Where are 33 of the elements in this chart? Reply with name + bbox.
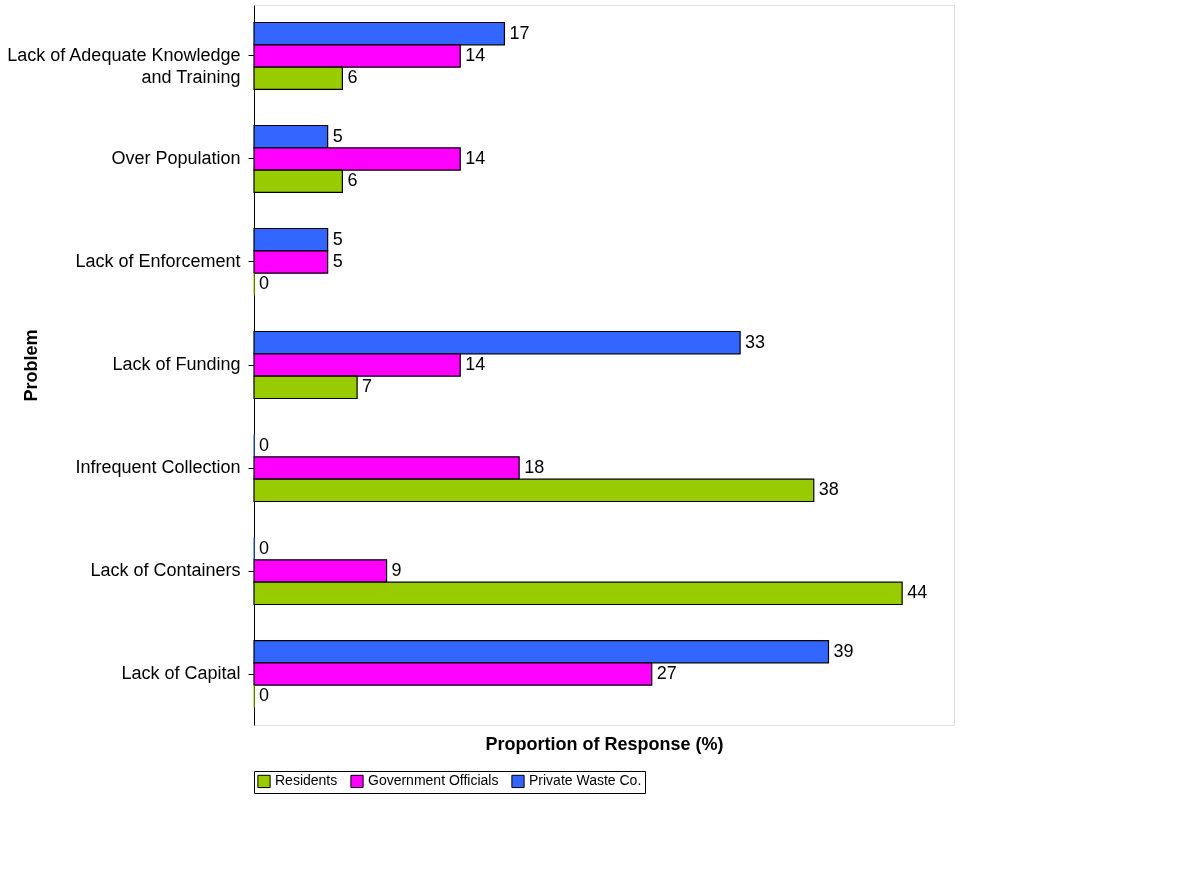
data-label: 14	[465, 354, 486, 374]
data-label: 38	[818, 479, 839, 500]
data-label: 9	[391, 560, 402, 581]
data-label: 6	[347, 170, 358, 191]
data-label: 18	[524, 457, 545, 477]
data-label: 17	[509, 22, 530, 43]
data-label: 5	[332, 251, 343, 271]
y-tick-label: Lack of Adequate Knowledge and Training	[7, 44, 241, 87]
data-label: 39	[833, 640, 854, 661]
data-label: 0	[259, 537, 270, 558]
y-tick-label: Lack of Capital	[121, 663, 241, 684]
y-tick-label: Lack of Enforcement	[75, 251, 241, 271]
data-label: 5	[332, 228, 343, 249]
y-tick-label: Lack of Containers	[90, 560, 241, 581]
data-label: 7	[362, 376, 373, 397]
legend-label: Private Waste Co.	[529, 772, 642, 789]
data-label: 5	[332, 125, 343, 146]
data-label: 27	[656, 663, 677, 684]
x-axis-title: Proportion of Response (%)	[485, 733, 724, 754]
data-label: 6	[347, 67, 358, 88]
y-tick-label: Infrequent Collection	[75, 457, 241, 477]
data-label: 44	[907, 582, 928, 603]
data-label: 0	[259, 434, 270, 455]
data-label: 33	[745, 331, 766, 352]
legend-label: Government Officials	[368, 772, 499, 789]
y-axis-title: Problem	[20, 329, 41, 402]
y-tick-label: Over Population	[111, 147, 241, 168]
data-label: 14	[465, 44, 486, 65]
data-label: 0	[259, 685, 270, 706]
y-tick-label: Lack of Funding	[112, 354, 241, 374]
legend-label: Residents	[275, 772, 338, 789]
data-label: 14	[465, 147, 486, 168]
data-label: 0	[259, 273, 270, 294]
